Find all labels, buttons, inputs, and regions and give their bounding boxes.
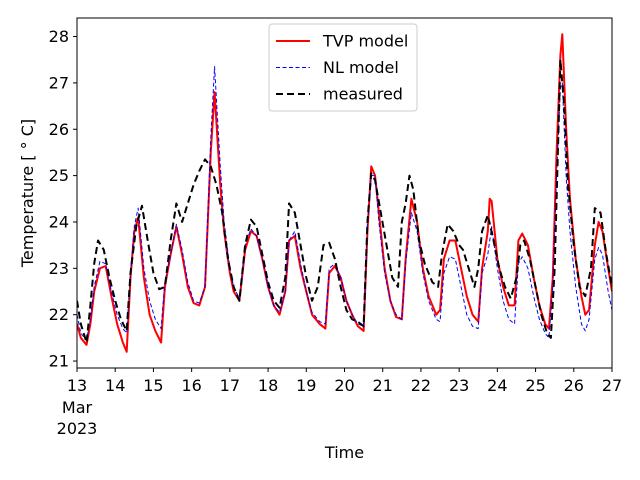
legend-label-2: measured — [323, 85, 403, 104]
x-tick-label: 25 — [525, 376, 545, 395]
x-tick-label: 18 — [258, 376, 278, 395]
x-tick-month: Mar — [62, 398, 93, 417]
x-tick-label: 19 — [296, 376, 316, 395]
y-tick-label: 26 — [49, 120, 69, 139]
x-tick-label: 26 — [564, 376, 584, 395]
x-tick-label: 16 — [181, 376, 201, 395]
x-tick-label: 20 — [334, 376, 354, 395]
x-tick-label: 22 — [411, 376, 431, 395]
x-tick-label: 21 — [373, 376, 393, 395]
x-axis: 13 Mar 2023 14 15 16 17 18 19 20 21 22 23 24 25 26 27 — [57, 368, 622, 438]
x-tick-label: 13 — [67, 376, 87, 395]
legend-label-1: NL model — [323, 58, 399, 77]
x-tick-label: 27 — [602, 376, 622, 395]
series-line-1 — [77, 66, 612, 341]
y-tick-label: 23 — [49, 259, 69, 278]
x-tick-label: 15 — [143, 376, 163, 395]
series-layer — [77, 33, 612, 353]
y-axis-label: Temperature [ ° C] — [18, 119, 37, 268]
x-tick-label: 23 — [449, 376, 469, 395]
legend: TVP model NL model measured — [268, 23, 418, 112]
y-tick-label: 22 — [49, 305, 69, 324]
x-tick-label: 17 — [220, 376, 240, 395]
y-tick-label: 21 — [49, 352, 69, 371]
x-tick-year: 2023 — [57, 419, 98, 438]
x-axis-label: Time — [324, 443, 364, 462]
x-tick-label: 24 — [487, 376, 507, 395]
y-tick-label: 28 — [49, 27, 69, 46]
legend-label-0: TVP model — [322, 32, 408, 51]
y-tick-label: 25 — [49, 166, 69, 185]
y-axis: 21 22 23 24 25 26 27 28 — [49, 27, 77, 371]
y-tick-label: 27 — [49, 73, 69, 92]
y-tick-label: 24 — [49, 212, 69, 231]
x-tick-label: 14 — [105, 376, 125, 395]
legend-box — [268, 23, 418, 112]
